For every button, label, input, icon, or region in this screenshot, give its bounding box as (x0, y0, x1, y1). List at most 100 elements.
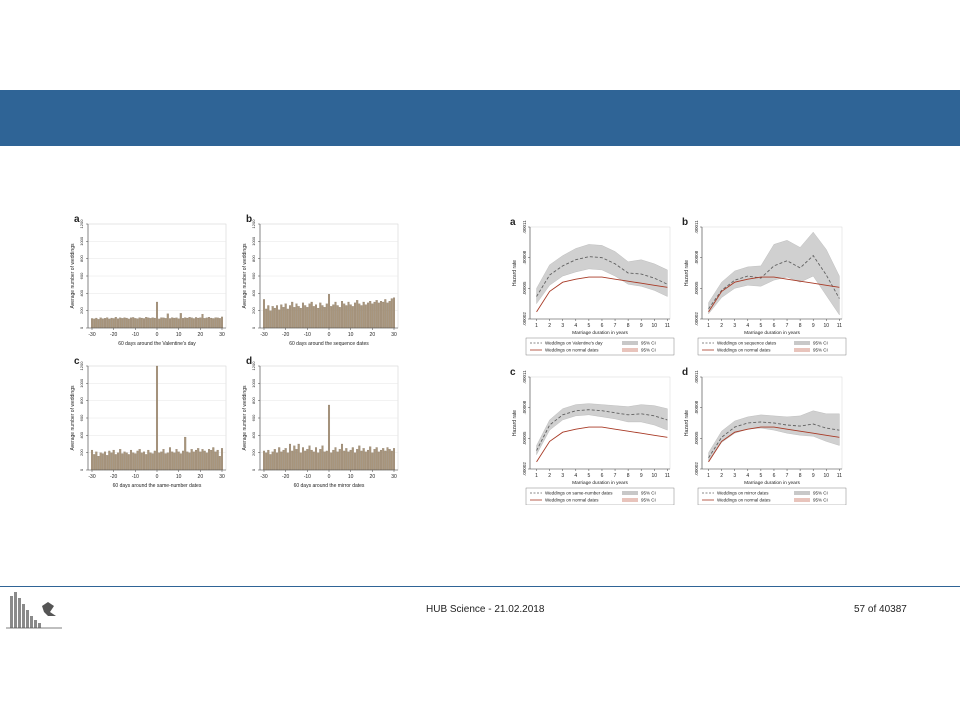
y-tick-label: 1000 (79, 378, 84, 388)
bar (282, 307, 285, 329)
bar (140, 452, 143, 471)
bar (349, 449, 352, 471)
bar (312, 451, 315, 471)
bar (377, 451, 380, 471)
bar (388, 449, 391, 471)
y-tick-label: .00008 (694, 400, 699, 414)
bar (293, 307, 296, 329)
legend-swatch-ci (622, 491, 638, 495)
legend-swatch-ci-normal (794, 348, 810, 352)
bar (153, 450, 156, 471)
bar (343, 303, 346, 329)
legend-label-ci-normal: 95% CI (641, 348, 656, 353)
bar (321, 305, 324, 329)
bar (314, 304, 318, 329)
bar (269, 310, 272, 329)
y-tick-label: 0 (251, 468, 256, 471)
y-tick-label: 600 (251, 414, 256, 421)
x-tick-label: 8 (627, 473, 630, 479)
bar (177, 318, 180, 329)
bar (186, 451, 189, 471)
y-tick-label: 0 (79, 326, 84, 329)
bar (220, 316, 224, 329)
bar (173, 317, 176, 329)
legend-swatch-ci-normal (622, 498, 638, 502)
bar (119, 449, 122, 471)
bar (373, 301, 376, 329)
bar (175, 449, 178, 471)
x-tick-label: 4 (746, 323, 749, 329)
bar (284, 448, 287, 471)
bar (179, 453, 182, 471)
x-tick-label: 6 (773, 323, 776, 329)
x-tick-label: 20 (370, 332, 376, 338)
bar (142, 451, 146, 471)
bar (297, 306, 300, 329)
y-axis-label: Hazard rate (512, 410, 518, 436)
x-axis-label: Marriage duration in years (572, 330, 628, 336)
x-tick-label: 5 (759, 473, 762, 479)
bar (114, 317, 117, 329)
bar (194, 317, 198, 329)
panel-label: b (682, 217, 688, 228)
bar (93, 454, 96, 471)
y-tick-label: 800 (79, 397, 84, 404)
bar (284, 303, 287, 329)
bar (181, 450, 185, 471)
x-tick-label: -30 (260, 474, 267, 480)
bar (168, 447, 172, 471)
bar (319, 302, 322, 329)
footer-divider (0, 586, 960, 587)
bar (214, 317, 217, 329)
bar (310, 301, 313, 329)
x-tick-label: 10 (824, 473, 830, 479)
bar (308, 445, 311, 471)
ci-band (708, 231, 840, 316)
bar (369, 301, 372, 329)
panel-label: c (74, 356, 80, 367)
x-tick-label: 7 (786, 473, 789, 479)
x-axis-label: 60 days around the Valentine's day (118, 341, 196, 347)
legend: Weddings on same-number dates Weddings on… (525, 487, 675, 505)
hazard-panel-c: c .00002 .00005 .00008 .00011 1 2 3 4 5 6 7 8 9 10 11 Ma… (510, 367, 675, 505)
bar (123, 317, 126, 329)
y-tick-label: .00002 (694, 462, 699, 476)
x-tick-label: 2 (548, 473, 551, 479)
bar (288, 305, 292, 329)
bar (312, 306, 315, 329)
bar (160, 317, 163, 329)
legend-label-ci: 95% CI (641, 491, 656, 496)
bar (97, 319, 100, 329)
y-tick-label: 600 (79, 272, 84, 279)
bar (127, 318, 130, 329)
bar (164, 318, 167, 329)
bar (188, 452, 191, 471)
bar (194, 449, 198, 471)
bar (108, 318, 111, 329)
y-tick-label: .00008 (522, 400, 527, 414)
bar (166, 452, 169, 471)
x-tick-label: 1 (535, 473, 538, 479)
bar (210, 449, 213, 471)
bar (179, 313, 182, 329)
bar (192, 318, 195, 329)
bar (340, 443, 344, 471)
x-tick-label: -30 (260, 332, 267, 338)
x-tick-label: 9 (640, 323, 643, 329)
bar (364, 451, 367, 471)
x-tick-label: 30 (219, 474, 225, 480)
bar (162, 449, 165, 471)
bar (291, 450, 294, 471)
hazard-panel-d: d .00002 .00005 .00008 .00011 1 2 3 4 5 6 7 8 9 10 11 Ma… (682, 367, 847, 505)
bar (203, 318, 206, 329)
bar (101, 453, 104, 471)
bar (366, 449, 370, 471)
y-tick-label: .00005 (694, 281, 699, 295)
bar (145, 454, 148, 471)
bar (314, 447, 318, 471)
y-tick-label: .00008 (522, 250, 527, 264)
bar (327, 404, 331, 471)
x-axis-label: 60 days around the same-number dates (113, 483, 202, 489)
x-tick-label: 3 (561, 323, 564, 329)
x-tick-label: -30 (88, 474, 95, 480)
